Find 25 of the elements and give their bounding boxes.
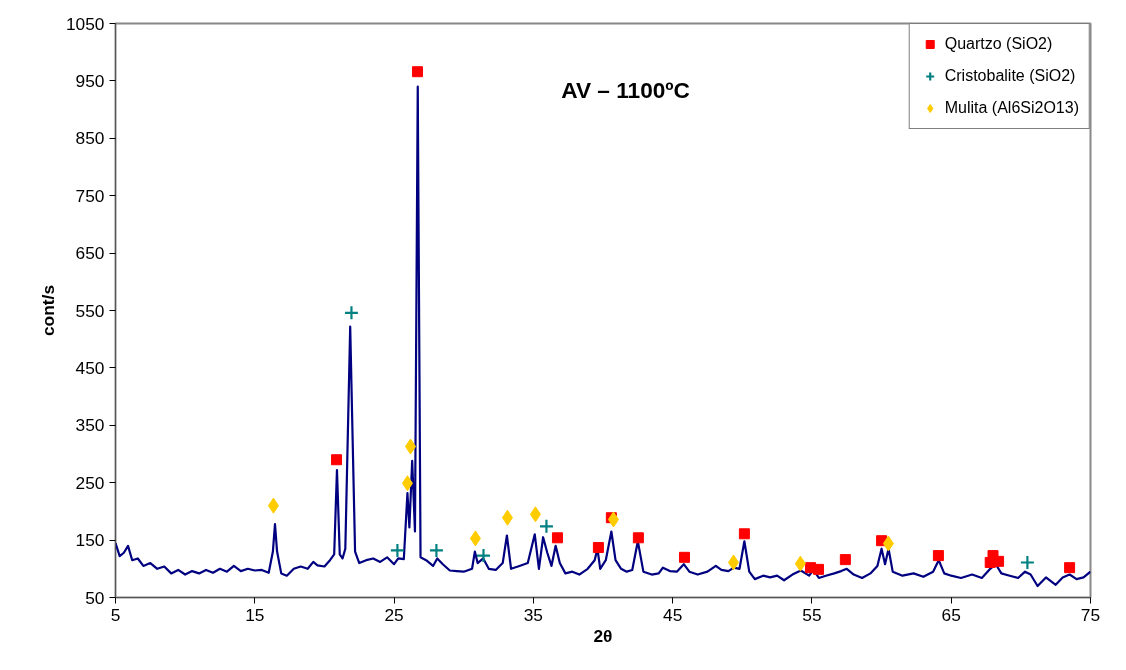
x-tick-label: 25	[384, 604, 404, 625]
x-tick-label: 35	[523, 604, 543, 625]
y-tick-label: 1050	[65, 13, 105, 34]
text: AV – 1100ºC	[561, 76, 690, 103]
legend-label: Cristobalite (SiO2)	[944, 67, 1076, 85]
x-tick-label: 15	[245, 604, 265, 625]
x-tick-label: 55	[802, 604, 822, 625]
x-tick-label: 5	[110, 604, 121, 625]
y-tick-label: 150	[75, 530, 105, 551]
y-tick-label: 750	[75, 185, 105, 206]
y-tick-label: 550	[75, 300, 105, 321]
y-tick-label: 650	[75, 243, 105, 264]
x-axis-title: 2θ	[593, 625, 613, 646]
y-axis-title: cont/s	[37, 284, 58, 337]
y-tick-label: 250	[75, 472, 105, 493]
x-tick-label: 65	[941, 604, 961, 625]
legend-label: Mulita (Al6Si2O13)	[944, 99, 1079, 117]
y-tick-label: 50	[85, 587, 105, 608]
x-tick-label: 75	[1080, 604, 1101, 625]
y-tick-label: 850	[75, 128, 105, 149]
y-tick-label: 450	[75, 357, 105, 378]
legend-label: Quartzo (SiO2)	[944, 35, 1053, 53]
y-tick-label: 350	[75, 415, 105, 436]
y-tick-label: 950	[75, 70, 105, 91]
x-tick-label: 45	[663, 604, 683, 625]
